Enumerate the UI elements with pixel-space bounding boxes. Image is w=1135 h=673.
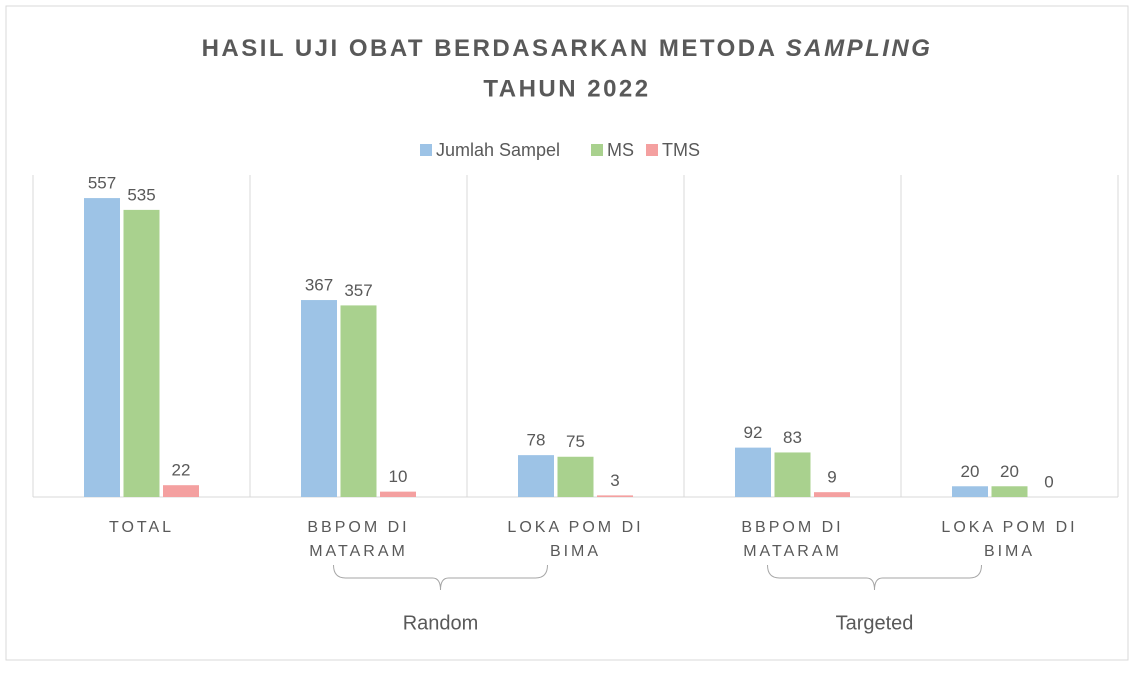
legend-label: MS	[607, 140, 634, 160]
x-tick-label: MATARAM	[309, 543, 408, 560]
group-brace	[767, 564, 982, 591]
data-label: 9	[827, 468, 836, 487]
title-part: HASIL UJI OBAT BERDASARKAN METODA	[202, 35, 777, 62]
group-label: Targeted	[836, 612, 914, 634]
group-brace	[333, 564, 548, 591]
x-tick-label: BIMA	[550, 543, 601, 560]
bar	[518, 455, 554, 497]
x-tick-label: MATARAM	[743, 543, 842, 560]
legend-swatch	[646, 144, 658, 156]
legend-label: TMS	[662, 140, 700, 160]
data-label: 357	[344, 281, 372, 300]
legend-label: Jumlah Sampel	[436, 140, 560, 160]
data-label: 0	[1044, 472, 1053, 491]
bar	[991, 486, 1028, 497]
data-label: 20	[961, 462, 980, 481]
bar	[340, 305, 377, 497]
title-italic: SAMPLING	[786, 35, 933, 62]
legend-swatch	[420, 144, 432, 156]
x-tick-label: BBPOM DI	[307, 519, 409, 536]
data-label: 367	[305, 276, 333, 295]
data-label: 3	[610, 471, 619, 490]
legend-swatch	[591, 144, 603, 156]
data-label: 535	[127, 185, 155, 204]
group-label: Random	[403, 612, 479, 634]
bar	[814, 492, 850, 497]
data-label: 92	[744, 423, 763, 442]
x-tick-label: LOKA POM DI	[507, 519, 643, 536]
bar	[952, 486, 988, 497]
bar	[84, 198, 120, 497]
bar	[380, 491, 416, 497]
x-tick-label: LOKA POM DI	[941, 519, 1077, 536]
data-label: 83	[783, 428, 802, 447]
bar	[123, 209, 160, 497]
chart-frame	[5, 5, 1129, 661]
chart-title-line2: TAHUN 2022	[483, 75, 650, 102]
x-tick-label: TOTAL	[109, 519, 174, 536]
data-label: 557	[88, 174, 116, 193]
data-label: 22	[172, 461, 191, 480]
data-label: 78	[527, 431, 546, 450]
data-label: 20	[1000, 462, 1019, 481]
bar	[735, 447, 771, 497]
bar	[301, 300, 337, 497]
data-label: 75	[566, 432, 585, 451]
bar	[163, 485, 199, 497]
x-tick-label: BIMA	[984, 543, 1035, 560]
bar	[597, 495, 633, 497]
chart-title: HASIL UJI OBAT BERDASARKAN METODA SAMPLI…	[202, 35, 933, 62]
bar	[557, 456, 594, 497]
data-label: 10	[389, 467, 408, 486]
x-tick-label: BBPOM DI	[741, 519, 843, 536]
bar	[774, 452, 811, 497]
